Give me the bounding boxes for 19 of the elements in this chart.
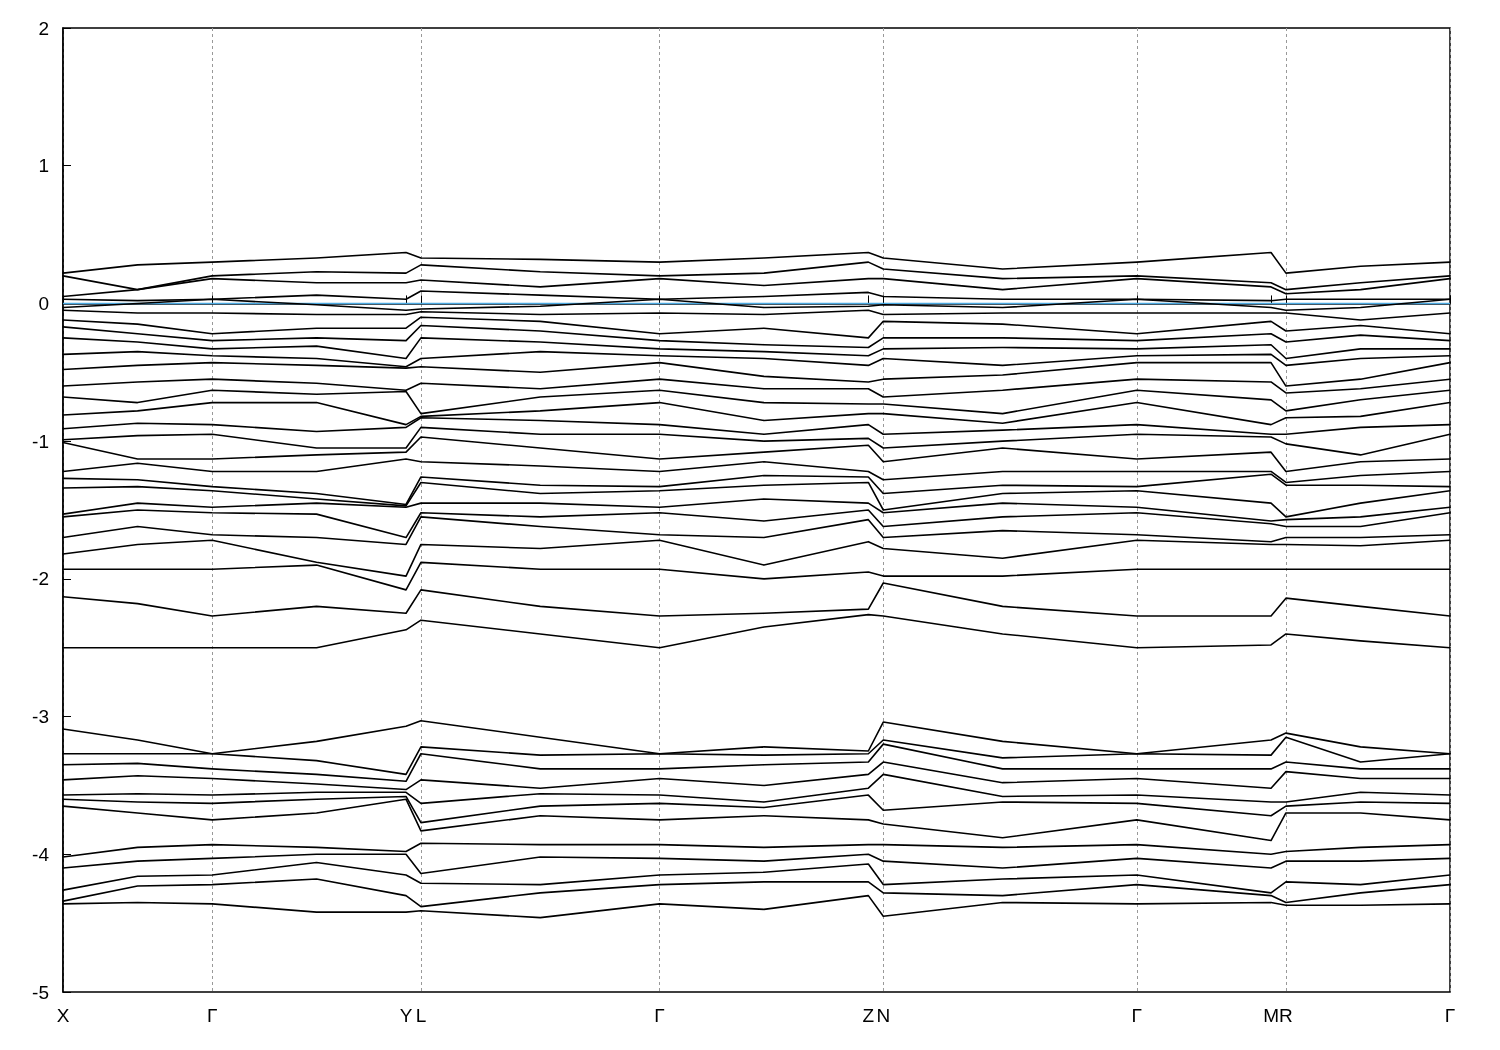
x-tick-label: Γ xyxy=(206,1005,218,1026)
x-tick-label: M xyxy=(1263,1005,1279,1026)
x-tick-label: Z xyxy=(862,1005,875,1026)
x-tick-label: R xyxy=(1279,1005,1293,1026)
x-tick-label: Γ xyxy=(654,1005,665,1026)
y-tick-label: -2 xyxy=(32,568,49,590)
y-tick-label: -1 xyxy=(32,430,49,452)
x-tick-label: N xyxy=(876,1005,891,1026)
y-tick-label: -4 xyxy=(32,843,50,865)
y-tick-label: -3 xyxy=(32,706,49,728)
x-tick-label: X xyxy=(56,1005,70,1026)
y-tick-label: 0 xyxy=(38,292,49,314)
y-tick-label: -5 xyxy=(32,981,49,1003)
x-tick-label: Γ xyxy=(1131,1005,1143,1026)
x-tick-label: Γ xyxy=(1444,1005,1456,1026)
x-tick-label: L xyxy=(415,1005,427,1026)
x-tick-label: Y xyxy=(399,1005,413,1026)
y-tick-label: 1 xyxy=(38,155,49,177)
y-tick-label: 2 xyxy=(38,17,49,39)
